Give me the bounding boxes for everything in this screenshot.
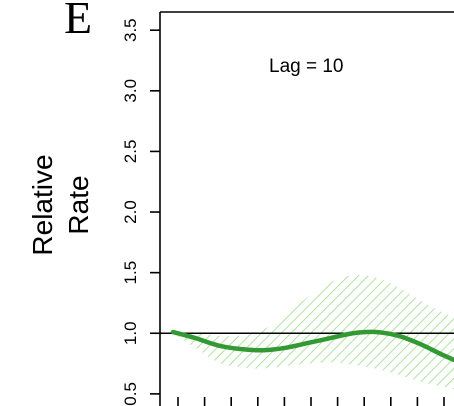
x-axis-ticks: [177, 397, 445, 406]
y-axis-title-line-1: Relative: [27, 154, 58, 255]
y-tick-label-1: 1.0: [121, 321, 140, 345]
lag-annotation: Lag = 10: [269, 56, 344, 77]
y-axis-title: Relative Rate: [27, 154, 94, 255]
y-axis: 0.5 1.0 1.5 2.0 2.5 3.0 3.5: [121, 18, 160, 406]
y-tick-label-5: 3.0: [121, 79, 140, 103]
y-tick-label-6: 3.5: [121, 18, 140, 42]
y-tick-label-0: 0.5: [121, 382, 140, 406]
panel-label: E: [64, 0, 92, 43]
y-tick-label-4: 2.5: [121, 140, 140, 164]
y-tick-label-2: 1.5: [121, 261, 140, 285]
y-axis-title-line-2: Rate: [63, 175, 94, 234]
plot-area: [160, 274, 454, 389]
confidence-band: [173, 274, 454, 389]
y-tick-label-3: 2.0: [121, 200, 140, 224]
relative-rate-line: [170, 329, 454, 363]
